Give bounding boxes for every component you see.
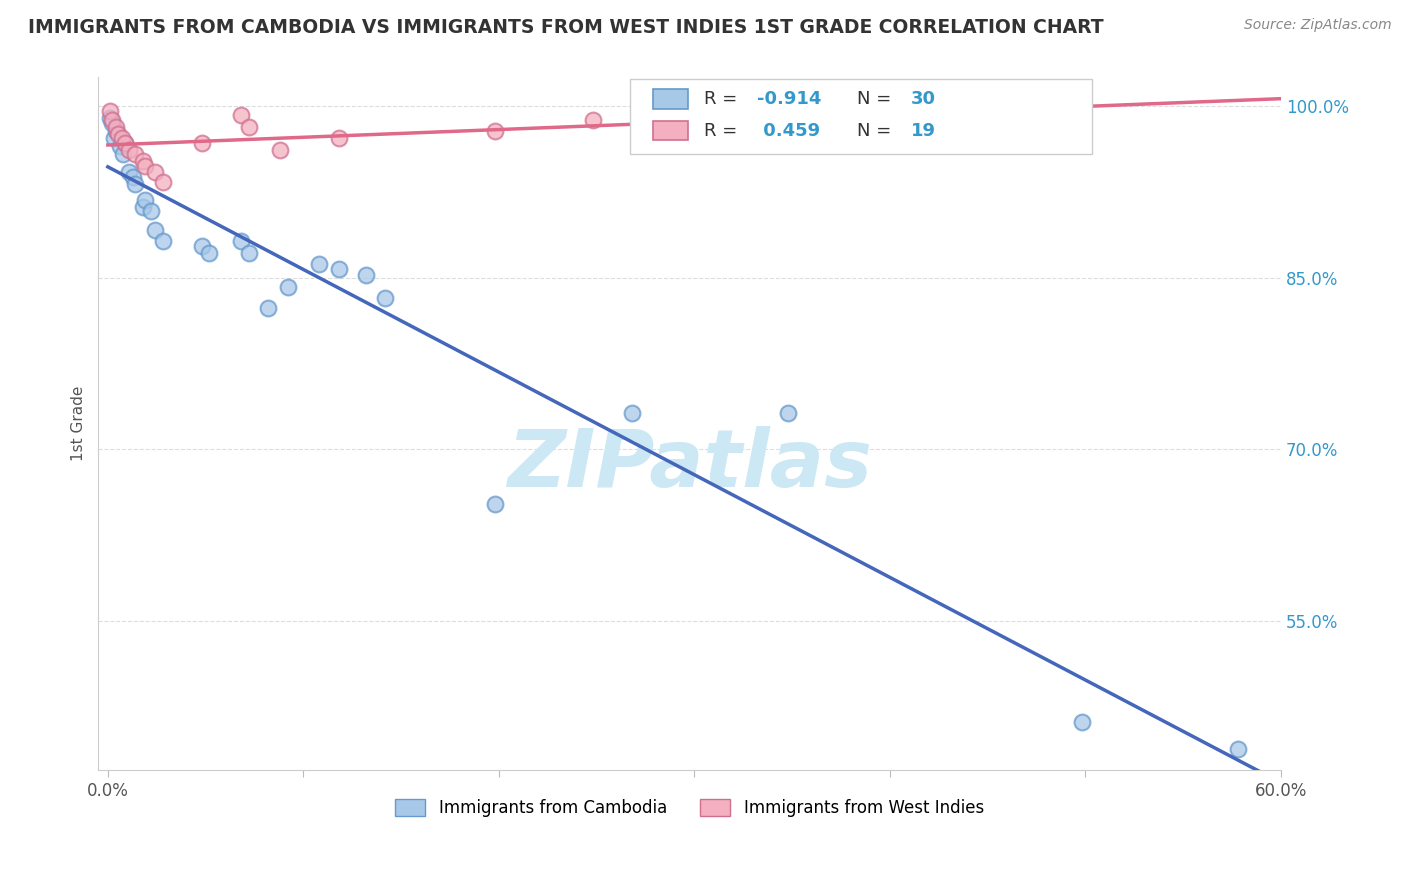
- Point: [122, 169, 145, 184]
- Point: [484, 124, 506, 138]
- Point: [112, 147, 135, 161]
- Point: [152, 234, 174, 248]
- Point: [100, 112, 122, 127]
- Text: ZIPatlas: ZIPatlas: [508, 426, 872, 504]
- Point: [143, 165, 166, 179]
- Point: [139, 204, 162, 219]
- Point: [190, 136, 212, 150]
- Point: [132, 200, 155, 214]
- Point: [134, 159, 156, 173]
- Point: [132, 153, 155, 168]
- Legend: Immigrants from Cambodia, Immigrants from West Indies: Immigrants from Cambodia, Immigrants fro…: [388, 792, 990, 824]
- Point: [107, 127, 129, 141]
- Text: N =: N =: [858, 90, 897, 108]
- Point: [118, 165, 141, 179]
- Bar: [652, 89, 689, 109]
- Point: [229, 108, 252, 122]
- Point: [620, 406, 643, 420]
- Text: -0.914: -0.914: [756, 90, 821, 108]
- Point: [582, 112, 605, 127]
- Point: [374, 291, 396, 305]
- Point: [143, 222, 166, 236]
- Text: IMMIGRANTS FROM CAMBODIA VS IMMIGRANTS FROM WEST INDIES 1ST GRADE CORRELATION CH: IMMIGRANTS FROM CAMBODIA VS IMMIGRANTS F…: [28, 18, 1104, 37]
- Point: [1070, 714, 1092, 729]
- Point: [190, 238, 212, 252]
- Point: [98, 103, 121, 118]
- Point: [124, 147, 146, 161]
- Bar: [652, 121, 689, 140]
- Point: [238, 120, 260, 134]
- Text: N =: N =: [858, 122, 897, 140]
- FancyBboxPatch shape: [630, 78, 1091, 153]
- Point: [269, 143, 291, 157]
- Text: 30: 30: [911, 90, 936, 108]
- Text: R =: R =: [703, 122, 742, 140]
- Point: [229, 234, 252, 248]
- Point: [108, 139, 131, 153]
- Point: [100, 116, 122, 130]
- Point: [134, 193, 156, 207]
- Point: [308, 257, 330, 271]
- Point: [124, 177, 146, 191]
- Text: R =: R =: [703, 90, 742, 108]
- Text: 0.459: 0.459: [756, 122, 820, 140]
- Y-axis label: 1st Grade: 1st Grade: [72, 386, 86, 461]
- Point: [257, 301, 280, 315]
- Point: [354, 268, 377, 283]
- Point: [277, 280, 299, 294]
- Point: [778, 406, 800, 420]
- Text: 19: 19: [911, 122, 936, 140]
- Point: [484, 497, 506, 511]
- Text: Source: ZipAtlas.com: Source: ZipAtlas.com: [1244, 18, 1392, 32]
- Point: [114, 136, 136, 150]
- Point: [1226, 742, 1249, 756]
- Point: [98, 111, 121, 125]
- Point: [114, 136, 136, 150]
- Point: [238, 245, 260, 260]
- Point: [198, 245, 221, 260]
- Point: [328, 131, 350, 145]
- Point: [118, 143, 141, 157]
- Point: [104, 120, 127, 134]
- Point: [104, 124, 127, 138]
- Point: [110, 131, 132, 145]
- Point: [103, 131, 125, 145]
- Point: [328, 261, 350, 276]
- Point: [152, 175, 174, 189]
